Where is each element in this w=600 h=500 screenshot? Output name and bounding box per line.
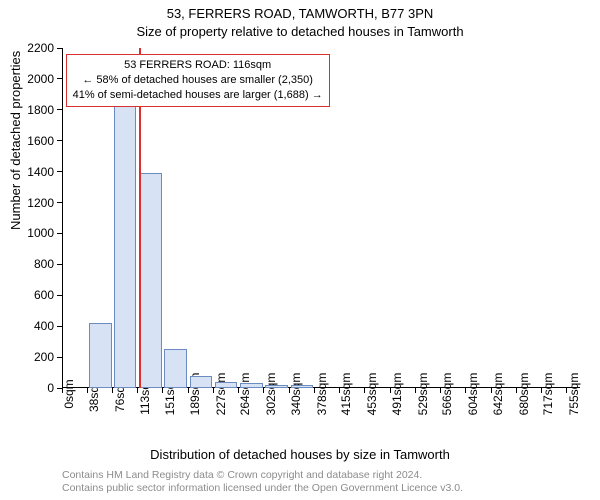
y-tick-label: 200 <box>34 350 54 364</box>
y-tick-mark <box>57 233 62 234</box>
x-tick-label: 717sqm <box>541 373 555 416</box>
chart-container: 53, FERRERS ROAD, TAMWORTH, B77 3PN Size… <box>0 0 600 500</box>
y-tick-label: 2000 <box>27 72 54 86</box>
annotation-box: 53 FERRERS ROAD: 116sqm← 58% of detached… <box>66 54 330 107</box>
y-tick-label: 2200 <box>27 41 54 55</box>
footer-line-2: Contains public sector information licen… <box>62 482 463 496</box>
histogram-bar <box>190 376 213 388</box>
y-tick-label: 1200 <box>27 196 54 210</box>
footer-line-1: Contains HM Land Registry data © Crown c… <box>62 469 463 483</box>
y-tick-mark <box>57 109 62 110</box>
histogram-bar <box>114 71 136 388</box>
x-tick-label: 264sqm <box>238 373 252 416</box>
histogram-bar <box>215 382 237 388</box>
histogram-bar <box>240 383 263 388</box>
x-tick-label: 491sqm <box>390 373 404 416</box>
y-tick-label: 600 <box>34 288 54 302</box>
histogram-bar <box>139 173 162 388</box>
y-tick-label: 1000 <box>27 226 54 240</box>
y-tick-mark <box>57 202 62 203</box>
chart-title-sub: Size of property relative to detached ho… <box>0 24 600 39</box>
x-tick-label: 0sqm <box>62 379 76 408</box>
x-tick-label: 415sqm <box>339 373 353 416</box>
y-tick-label: 1800 <box>27 103 54 117</box>
y-tick-mark <box>57 295 62 296</box>
annotation-line: 41% of semi-detached houses are larger (… <box>73 88 323 103</box>
y-tick-mark <box>57 171 62 172</box>
x-tick-label: 302sqm <box>264 373 278 416</box>
x-tick-label: 529sqm <box>416 373 430 416</box>
y-tick-mark <box>57 140 62 141</box>
y-axis-label: Number of detached properties <box>8 51 23 230</box>
histogram-bar <box>164 349 187 388</box>
y-tick-mark <box>57 48 62 49</box>
y-tick-label: 800 <box>34 257 54 271</box>
x-tick-label: 566sqm <box>440 373 454 416</box>
x-tick-label: 680sqm <box>517 373 531 416</box>
histogram-bar <box>291 385 314 388</box>
plot-area: 0200400600800100012001400160018002000220… <box>62 48 580 388</box>
y-tick-mark <box>57 264 62 265</box>
histogram-bar <box>265 385 288 388</box>
footer-attribution: Contains HM Land Registry data © Crown c… <box>62 469 463 496</box>
y-tick-mark <box>57 78 62 79</box>
y-tick-label: 1600 <box>27 134 54 148</box>
annotation-line: 53 FERRERS ROAD: 116sqm <box>73 58 323 73</box>
annotation-line: ← 58% of detached houses are smaller (2,… <box>73 73 323 88</box>
x-tick-label: 340sqm <box>289 373 303 416</box>
x-tick-label: 378sqm <box>315 373 329 416</box>
histogram-bar <box>89 323 112 388</box>
x-tick-label: 227sqm <box>214 373 228 416</box>
x-tick-label: 453sqm <box>365 373 379 416</box>
y-tick-label: 400 <box>34 319 54 333</box>
y-tick-mark <box>57 326 62 327</box>
y-tick-label: 1400 <box>27 165 54 179</box>
x-tick-label: 604sqm <box>466 373 480 416</box>
x-axis-label: Distribution of detached houses by size … <box>0 447 600 462</box>
y-tick-mark <box>57 357 62 358</box>
y-axis-line <box>62 48 63 388</box>
x-tick-label: 642sqm <box>491 373 505 416</box>
chart-title-main: 53, FERRERS ROAD, TAMWORTH, B77 3PN <box>0 6 600 21</box>
y-tick-label: 0 <box>47 381 54 395</box>
x-tick-label: 755sqm <box>567 373 581 416</box>
